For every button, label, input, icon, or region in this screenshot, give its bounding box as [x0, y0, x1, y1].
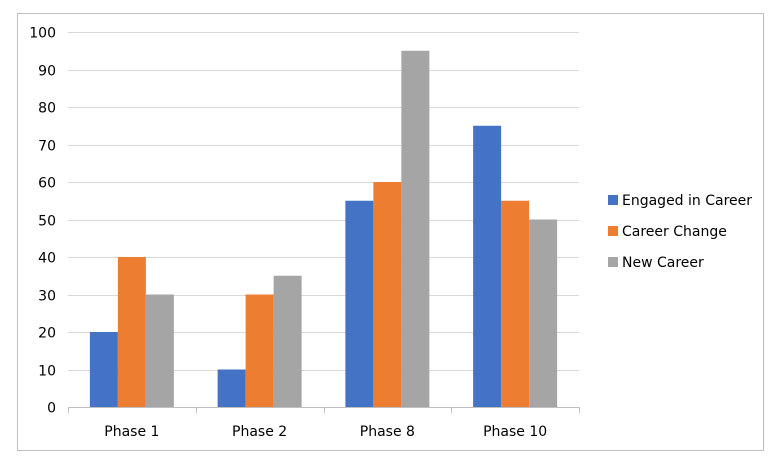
legend-swatch [608, 195, 618, 205]
y-tick-label: 0 [47, 401, 56, 417]
y-tick-label: 60 [38, 176, 56, 192]
legend-label: Career Change [622, 224, 727, 240]
y-tick-label: 70 [38, 139, 56, 155]
legend-swatch [608, 257, 618, 267]
bar-engaged-in-career-phase-2 [217, 369, 246, 407]
y-tick-label: 90 [38, 64, 56, 80]
bar-engaged-in-career-phase-8 [345, 200, 374, 407]
y-tick-label: 30 [38, 289, 56, 305]
x-axis-tick-labels: Phase 1 Phase 2 Phase 8 Phase 10 [104, 424, 547, 440]
axes [68, 407, 580, 413]
x-tick-label: Phase 1 [104, 424, 159, 440]
x-tick-label: Phase 10 [483, 424, 547, 440]
y-tick-label: 10 [38, 364, 56, 380]
bar-new-career-phase-8 [401, 50, 430, 407]
bar-engaged-in-career-phase-10 [473, 125, 502, 407]
y-tick-label: 40 [38, 251, 56, 267]
bar-new-career-phase-1 [145, 294, 174, 407]
legend-swatch [608, 226, 618, 236]
bar-career-change-phase-2 [245, 294, 274, 407]
y-axis-tick-labels: 0 10 20 30 40 50 60 70 80 90 100 [29, 26, 56, 417]
bar-new-career-phase-2 [273, 275, 302, 407]
bar-career-change-phase-1 [117, 257, 146, 407]
x-tick-label: Phase 2 [232, 424, 287, 440]
legend: Engaged in Career Career Change New Career [608, 193, 752, 271]
bar-engaged-in-career-phase-1 [89, 332, 118, 407]
legend-label: New Career [622, 255, 704, 271]
y-tick-label: 20 [38, 326, 56, 342]
y-tick-label: 50 [38, 214, 56, 230]
y-tick-label: 100 [29, 26, 56, 42]
bar-new-career-phase-10 [529, 219, 558, 407]
bars [89, 50, 558, 407]
bar-career-change-phase-8 [373, 182, 402, 407]
legend-label: Engaged in Career [622, 193, 752, 209]
y-tick-label: 80 [38, 101, 56, 117]
bar-career-change-phase-10 [501, 200, 530, 407]
x-tick-label: Phase 8 [360, 424, 415, 440]
